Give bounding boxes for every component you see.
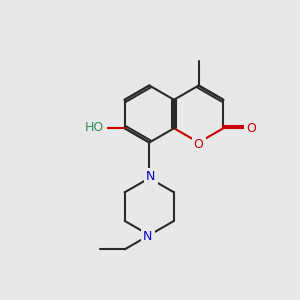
Text: O: O [194, 137, 204, 151]
Text: N: N [143, 230, 152, 243]
Text: HO: HO [85, 121, 104, 134]
Text: N: N [146, 170, 155, 183]
Text: O: O [246, 122, 256, 135]
